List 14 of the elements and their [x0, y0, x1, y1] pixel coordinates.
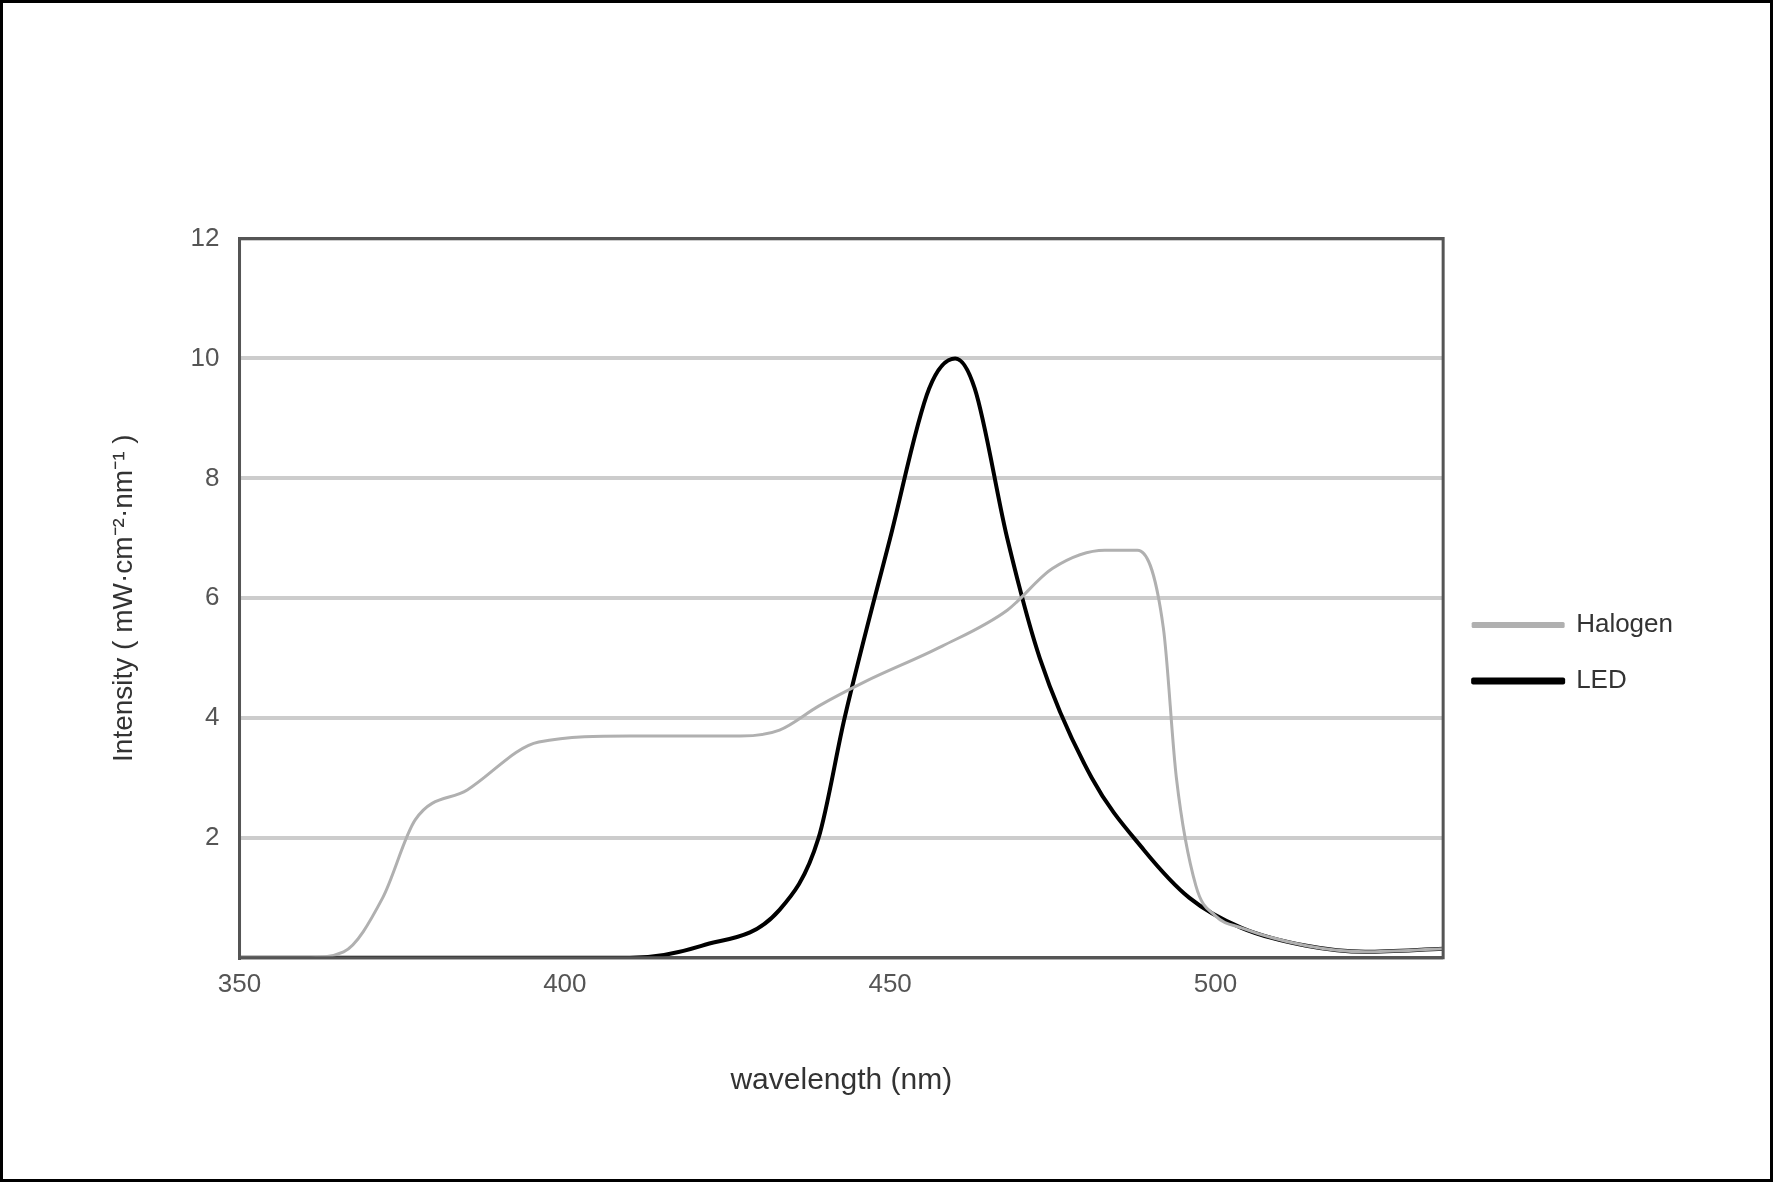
x-tick-label: 350: [217, 967, 262, 998]
x-axis-title: wavelength (nm): [729, 1062, 953, 1096]
y-tick-label: 8: [205, 461, 220, 492]
y-tick-label: 4: [205, 701, 220, 732]
x-tick-label: 500: [1193, 967, 1238, 998]
y-tick-label: 12: [190, 221, 220, 252]
x-tick-label: 400: [543, 967, 587, 998]
y-axis-title: Intensity ( mW·cm⁻²·nm⁻¹ ): [106, 434, 138, 762]
y-tick-label: 10: [190, 341, 220, 372]
legend-label: LED: [1576, 664, 1627, 695]
legend-label: Halogen: [1576, 608, 1674, 639]
y-tick-label: 6: [205, 581, 220, 612]
y-tick-label: 2: [205, 821, 220, 852]
x-tick-label: 450: [868, 967, 912, 998]
